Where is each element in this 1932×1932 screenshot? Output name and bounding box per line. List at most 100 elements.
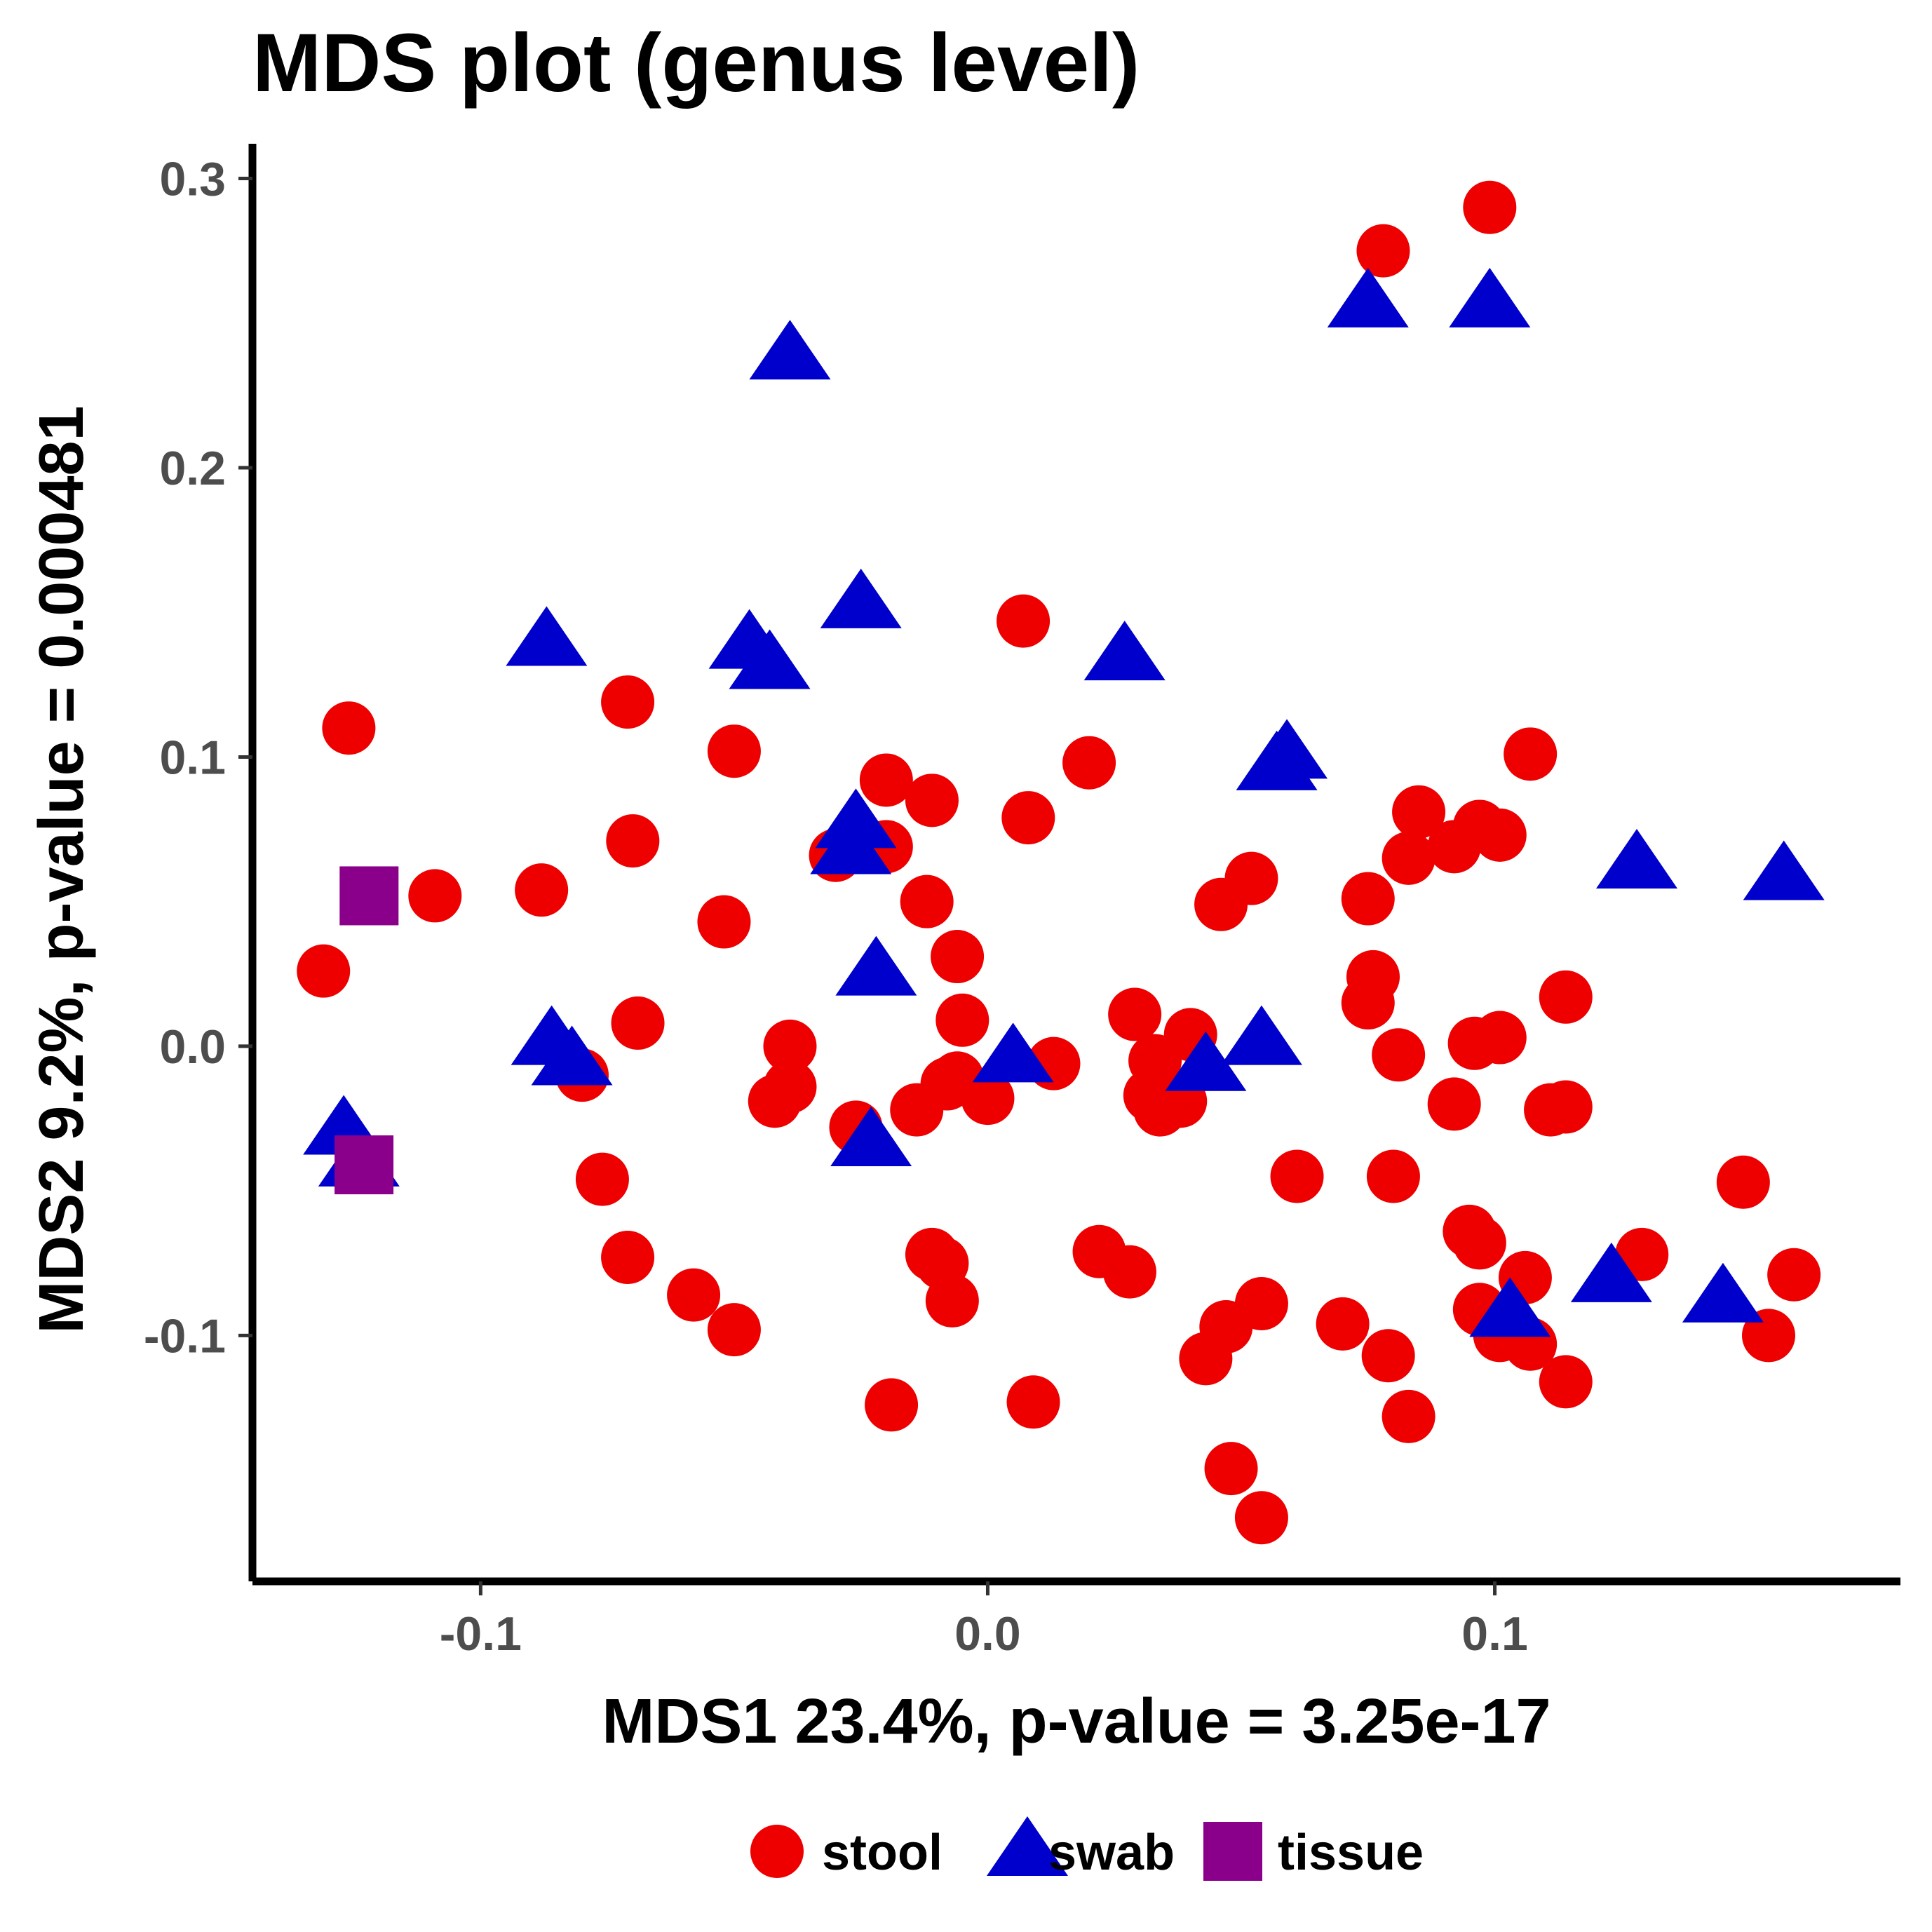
swab-point bbox=[1165, 1031, 1247, 1091]
stool-point bbox=[1539, 1080, 1593, 1134]
legend-label-tissue: tissue bbox=[1278, 1825, 1424, 1881]
axes: -0.1 0.0 0.1 -0.1 0.0 0.1 0.2 0.3 bbox=[144, 144, 1900, 1661]
stool-point bbox=[1473, 808, 1527, 862]
y-tick-label: 0.2 bbox=[159, 442, 226, 495]
stool-point bbox=[601, 1231, 655, 1285]
swab-point bbox=[1682, 1262, 1764, 1323]
y-tick-label: 0.3 bbox=[159, 152, 226, 205]
x-tick-label: -0.1 bbox=[440, 1607, 522, 1661]
stool-point bbox=[1102, 1245, 1156, 1299]
swab-point bbox=[1083, 621, 1166, 681]
legend-label-stool: stool bbox=[822, 1825, 943, 1881]
stool-point bbox=[1356, 224, 1410, 278]
stool-point bbox=[997, 594, 1051, 648]
swab-point bbox=[810, 814, 892, 874]
stool-point bbox=[1767, 1248, 1821, 1302]
stool-point bbox=[601, 675, 655, 729]
stool-point bbox=[697, 895, 751, 949]
stool-point bbox=[935, 993, 989, 1047]
x-tick-label: 0.1 bbox=[1461, 1607, 1528, 1661]
stool-point bbox=[905, 774, 959, 827]
stool-point bbox=[859, 753, 913, 807]
stool-point bbox=[1427, 820, 1481, 874]
swab-point bbox=[1449, 267, 1531, 327]
swab-point bbox=[815, 788, 897, 849]
x-tick-label: 0.0 bbox=[954, 1607, 1021, 1661]
legend-label-swab: swab bbox=[1048, 1825, 1175, 1881]
swab-point bbox=[729, 629, 811, 689]
stool-point bbox=[890, 1083, 944, 1137]
stool-point bbox=[1539, 970, 1593, 1024]
stool-point bbox=[1382, 1389, 1436, 1443]
swab-point bbox=[1236, 730, 1318, 790]
chart-title: MDS plot (genus level) bbox=[252, 17, 1140, 109]
stool-point bbox=[606, 814, 660, 868]
legend-item-swab: swab bbox=[987, 1816, 1175, 1881]
x-axis-label: MDS1 23.4%, p-value = 3.25e-17 bbox=[602, 1687, 1551, 1757]
stool-point bbox=[1427, 1077, 1481, 1131]
stool-point bbox=[297, 944, 351, 998]
stool-point bbox=[707, 1303, 761, 1357]
swab-point bbox=[1327, 267, 1409, 327]
y-tick-label: 0.0 bbox=[159, 1020, 226, 1074]
tissue-point bbox=[339, 866, 399, 926]
stool-point bbox=[1452, 1216, 1506, 1270]
stool-point bbox=[748, 1074, 802, 1128]
stool-point bbox=[1539, 1355, 1593, 1409]
stool-point bbox=[865, 1378, 919, 1432]
legend-key-swab bbox=[987, 1816, 1068, 1876]
swab-point bbox=[1743, 840, 1825, 900]
stool-point bbox=[1234, 1491, 1288, 1545]
stool-point bbox=[900, 874, 954, 928]
stool-point bbox=[1194, 877, 1248, 931]
swab-point bbox=[531, 1025, 613, 1086]
stool-point bbox=[1062, 736, 1116, 790]
stool-point bbox=[961, 1072, 1015, 1126]
stool-point bbox=[707, 724, 761, 778]
y-tick-label: -0.1 bbox=[144, 1309, 226, 1363]
stool-point bbox=[1382, 831, 1436, 885]
legend: stool swab tissue bbox=[750, 1816, 1424, 1881]
stool-point bbox=[925, 1274, 979, 1328]
stool-point bbox=[1716, 1155, 1770, 1209]
stool-point bbox=[1392, 785, 1446, 839]
swab-point bbox=[1469, 1277, 1551, 1337]
swab-series bbox=[303, 267, 1825, 1337]
stool-point bbox=[1204, 1442, 1258, 1496]
stool-point bbox=[1473, 1011, 1527, 1065]
stool-point bbox=[575, 1152, 629, 1206]
swab-point bbox=[1220, 1005, 1302, 1065]
swab-point bbox=[1596, 829, 1677, 889]
y-tick-label: 0.1 bbox=[159, 731, 226, 784]
stool-point bbox=[1463, 180, 1517, 234]
stool-point bbox=[1372, 1028, 1426, 1082]
swab-point bbox=[506, 606, 588, 666]
stool-point bbox=[515, 863, 569, 917]
stool-point bbox=[1361, 1329, 1415, 1383]
stool-point bbox=[1001, 791, 1055, 845]
stool-point bbox=[1006, 1375, 1060, 1429]
legend-item-stool: stool bbox=[750, 1825, 943, 1881]
tissue-series bbox=[335, 866, 399, 1195]
stool-point bbox=[1179, 1332, 1233, 1386]
plot-marks bbox=[297, 180, 1825, 1545]
stool-point bbox=[1366, 1149, 1420, 1203]
swab-point bbox=[835, 935, 917, 996]
stool-point bbox=[1316, 1297, 1370, 1351]
tissue-point bbox=[335, 1135, 394, 1195]
stool-point bbox=[611, 996, 665, 1050]
swab-point bbox=[820, 568, 902, 628]
stool-point bbox=[931, 930, 985, 984]
legend-key-tissue bbox=[1203, 1822, 1262, 1881]
swab-point bbox=[749, 320, 831, 380]
swab-point bbox=[830, 1107, 912, 1167]
stool-point bbox=[763, 1019, 817, 1073]
stool-point bbox=[1270, 1149, 1324, 1203]
swab-point bbox=[972, 1022, 1054, 1083]
swab-point bbox=[1570, 1242, 1652, 1302]
stool-point bbox=[1341, 872, 1395, 926]
stool-point bbox=[667, 1268, 721, 1322]
stool-series bbox=[297, 180, 1821, 1545]
